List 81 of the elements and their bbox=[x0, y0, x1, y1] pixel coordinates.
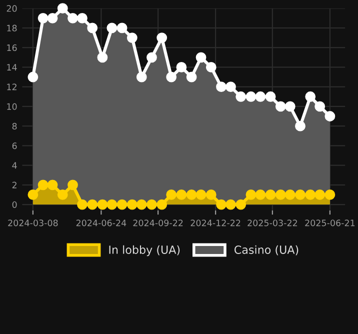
point bbox=[126, 199, 138, 210]
point bbox=[246, 91, 256, 102]
x-tick-label: 2024-03-08 bbox=[8, 220, 58, 226]
point bbox=[314, 190, 326, 200]
point bbox=[314, 101, 326, 112]
point bbox=[255, 190, 266, 200]
y-tick-label: 6 bbox=[12, 142, 17, 150]
x-tick-label: 2025-06-21 bbox=[305, 220, 355, 226]
point bbox=[236, 91, 246, 102]
y-tick-label: 8 bbox=[12, 122, 17, 130]
y-tick-label: 0 bbox=[12, 201, 17, 208]
point bbox=[226, 82, 236, 92]
point bbox=[77, 12, 88, 24]
point bbox=[176, 190, 187, 200]
point bbox=[136, 199, 147, 210]
y-tick-label: 18 bbox=[7, 24, 17, 32]
point bbox=[68, 180, 78, 190]
y-tick-label: 20 bbox=[6, 5, 17, 12]
point bbox=[77, 199, 88, 210]
point bbox=[68, 12, 78, 24]
point bbox=[295, 120, 306, 132]
point bbox=[156, 32, 168, 43]
y-tick-label: 14 bbox=[7, 64, 17, 71]
point bbox=[236, 199, 246, 210]
point bbox=[116, 22, 128, 34]
point bbox=[28, 72, 38, 82]
y-tick-label: 16 bbox=[7, 44, 17, 52]
point bbox=[47, 12, 58, 24]
x-tick-label: 2025-03-22 bbox=[248, 220, 297, 226]
point bbox=[186, 72, 197, 82]
x-tick-label: 2024-12-22 bbox=[190, 220, 240, 226]
point bbox=[57, 3, 68, 14]
point bbox=[97, 199, 108, 210]
point bbox=[87, 22, 98, 34]
point bbox=[284, 101, 296, 112]
point bbox=[206, 190, 216, 200]
point bbox=[305, 91, 316, 102]
point bbox=[275, 101, 286, 112]
point bbox=[324, 190, 336, 200]
point bbox=[28, 190, 38, 200]
point bbox=[57, 190, 68, 200]
point bbox=[216, 82, 226, 92]
point bbox=[87, 199, 98, 210]
point bbox=[47, 180, 58, 190]
point bbox=[116, 199, 128, 210]
point bbox=[275, 190, 286, 200]
y-tick-label: 12 bbox=[7, 84, 16, 90]
point bbox=[176, 62, 187, 72]
x-tick-label: 2024-06-24 bbox=[76, 220, 126, 226]
point bbox=[324, 111, 336, 122]
point bbox=[206, 62, 216, 72]
legend-label: In lobby (UA) bbox=[109, 245, 180, 256]
point bbox=[265, 91, 276, 102]
point bbox=[146, 199, 157, 210]
point bbox=[146, 52, 157, 63]
point bbox=[166, 72, 177, 82]
point bbox=[136, 72, 147, 82]
point bbox=[265, 190, 276, 200]
point bbox=[156, 199, 168, 210]
point bbox=[38, 180, 48, 190]
point bbox=[38, 12, 48, 24]
y-tick-label: 4 bbox=[12, 162, 17, 169]
legend-label: Casino (UA) bbox=[234, 245, 298, 256]
point bbox=[216, 199, 226, 210]
y-tick-label: 10 bbox=[7, 103, 17, 110]
point bbox=[305, 190, 316, 200]
point bbox=[284, 190, 296, 200]
point bbox=[196, 190, 206, 200]
y-tick-label: 2 bbox=[12, 182, 16, 188]
point bbox=[255, 91, 266, 102]
point bbox=[97, 52, 108, 63]
point bbox=[246, 190, 256, 200]
point bbox=[106, 199, 118, 210]
point bbox=[166, 190, 177, 200]
point bbox=[126, 32, 138, 43]
point bbox=[196, 52, 206, 63]
point bbox=[106, 22, 118, 34]
point bbox=[295, 190, 306, 200]
point bbox=[186, 190, 197, 200]
point bbox=[226, 199, 236, 210]
x-tick-label: 2024-09-22 bbox=[133, 220, 183, 226]
